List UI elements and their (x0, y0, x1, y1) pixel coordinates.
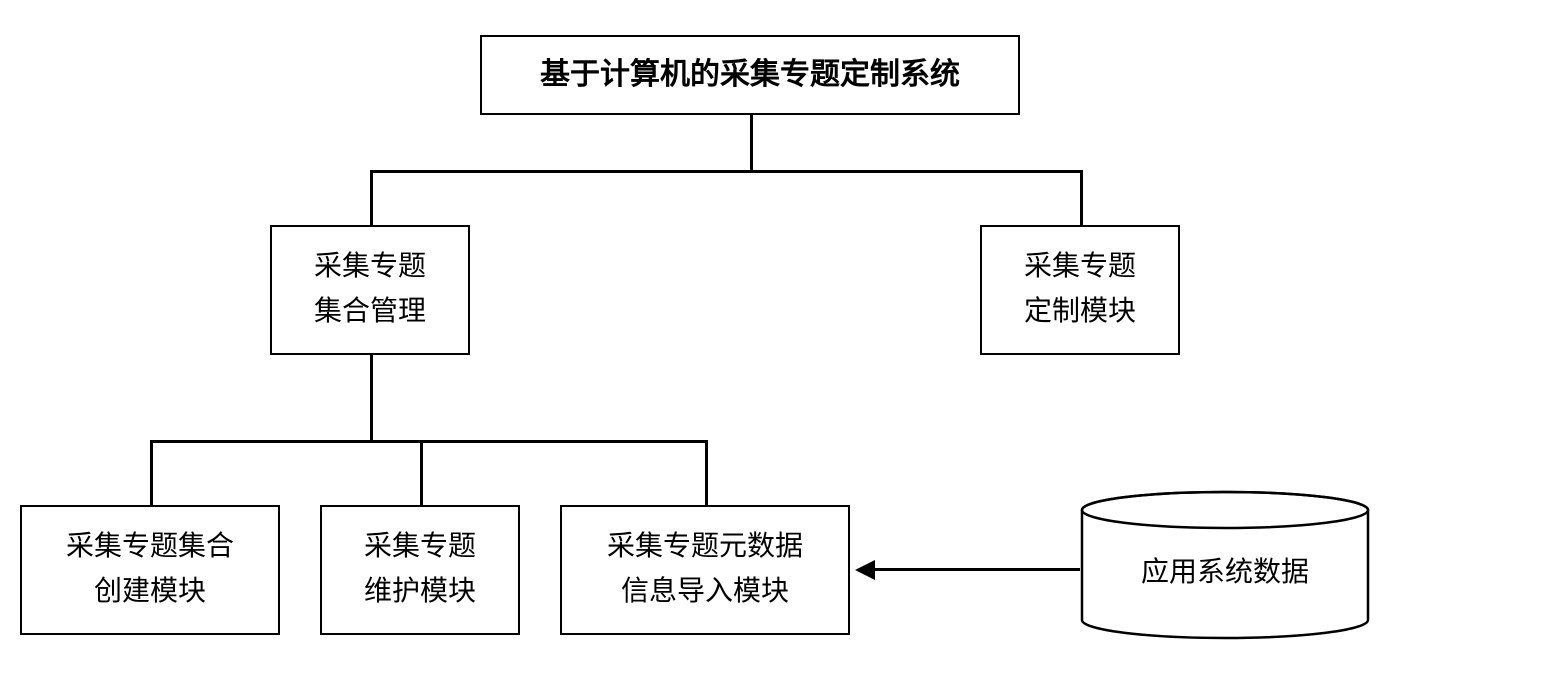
conn-l2-hbar (370, 170, 1080, 173)
node-import: 采集专题元数据 信息导入模块 (560, 505, 850, 635)
root-label: 基于计算机的采集专题定制系统 (540, 51, 960, 99)
node-maintain: 采集专题 维护模块 (320, 505, 520, 635)
conn-l3-v1 (150, 440, 153, 505)
node-mgmt-line2: 集合管理 (314, 290, 426, 335)
node-create: 采集专题集合 创建模块 (20, 505, 280, 635)
root-node: 基于计算机的采集专题定制系统 (480, 35, 1020, 115)
node-custom: 采集专题 定制模块 (980, 225, 1180, 355)
conn-l2-right-v (1080, 170, 1083, 225)
db-cylinder: 应用系统数据 (1080, 490, 1370, 640)
node-maintain-line1: 采集专题 (364, 525, 476, 570)
node-import-line1: 采集专题元数据 (607, 525, 803, 570)
db-label: 应用系统数据 (1141, 550, 1309, 590)
conn-mgmt-down (370, 355, 373, 440)
node-create-line2: 创建模块 (94, 570, 206, 615)
node-maintain-line2: 维护模块 (364, 570, 476, 615)
node-create-line1: 采集专题集合 (66, 525, 234, 570)
conn-l2-left-v (370, 170, 373, 225)
conn-l3-v3 (705, 440, 708, 505)
conn-root-down (750, 115, 753, 170)
conn-l3-hbar (150, 440, 708, 443)
node-mgmt-line1: 采集专题 (314, 245, 426, 290)
node-custom-line1: 采集专题 (1024, 245, 1136, 290)
conn-l3-v2 (420, 440, 423, 505)
node-import-line2: 信息导入模块 (621, 570, 789, 615)
node-mgmt: 采集专题 集合管理 (270, 225, 470, 355)
node-custom-line2: 定制模块 (1024, 290, 1136, 335)
conn-arrow-line (870, 568, 1080, 571)
arrow-head-icon (855, 560, 875, 580)
